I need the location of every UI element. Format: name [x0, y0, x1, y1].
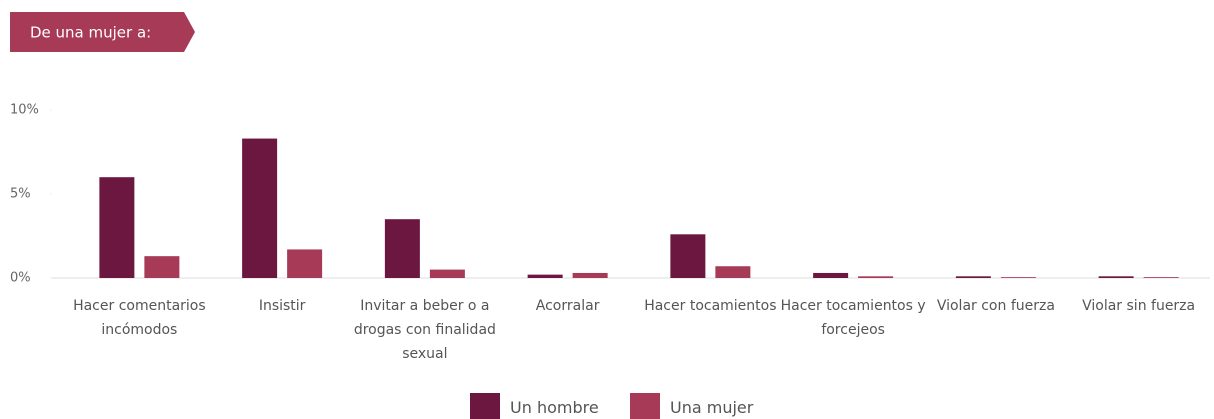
y-tick-label: 0% [10, 271, 31, 286]
bar [384, 219, 420, 278]
y-tick-label: 10% [10, 103, 39, 118]
x-tick-label: Hacer tocamientos [644, 298, 777, 314]
bar [813, 272, 849, 278]
bar [670, 234, 706, 278]
tag-label: De una mujer a: [30, 24, 151, 42]
y-tick-label: 5% [10, 187, 31, 202]
x-tick-label: Hacer comentarios incómodos [73, 298, 206, 338]
bar [955, 276, 991, 278]
bar [715, 266, 751, 278]
x-tick-label: Violar con fuerza [936, 298, 1055, 314]
bar [242, 138, 278, 278]
legend-swatch [470, 393, 500, 419]
bar [144, 256, 180, 278]
bar [99, 177, 135, 278]
legend-label: Una mujer [670, 398, 754, 417]
legend-label: Un hombre [510, 398, 599, 417]
x-tick-label: Violar sin fuerza [1082, 298, 1196, 314]
x-tick-label: Invitar a beber o a drogas con finalidad… [353, 298, 496, 362]
x-tick-label: Hacer tocamientos y forcejeos [780, 298, 926, 338]
bar [287, 249, 323, 278]
bar [527, 274, 563, 278]
bar [858, 276, 894, 278]
legend-swatch [630, 393, 660, 419]
x-tick-label: Insistir [258, 298, 306, 314]
bar [1098, 276, 1134, 278]
x-tick-label: Acorralar [535, 298, 600, 314]
bar [1143, 277, 1179, 278]
bar [429, 269, 465, 278]
bar [1000, 277, 1036, 278]
bar [572, 272, 608, 278]
tag-shape [10, 12, 195, 52]
